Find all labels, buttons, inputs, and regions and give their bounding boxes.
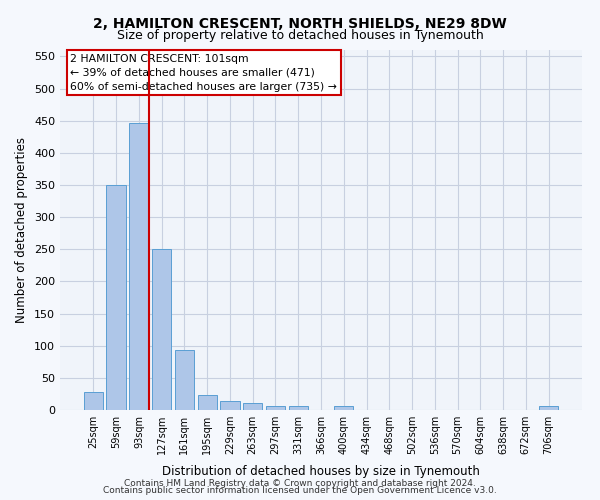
Bar <box>129 122 149 410</box>
Bar <box>289 406 308 410</box>
Bar <box>197 394 217 410</box>
Bar <box>106 185 126 410</box>
Y-axis label: Number of detached properties: Number of detached properties <box>16 137 28 323</box>
Text: Contains HM Land Registry data © Crown copyright and database right 2024.: Contains HM Land Registry data © Crown c… <box>124 478 476 488</box>
Bar <box>334 406 353 410</box>
X-axis label: Distribution of detached houses by size in Tynemouth: Distribution of detached houses by size … <box>162 466 480 478</box>
Bar <box>84 392 103 410</box>
Bar <box>175 350 194 410</box>
Bar <box>539 406 558 410</box>
Bar <box>220 401 239 410</box>
Bar <box>243 403 262 410</box>
Text: 2, HAMILTON CRESCENT, NORTH SHIELDS, NE29 8DW: 2, HAMILTON CRESCENT, NORTH SHIELDS, NE2… <box>93 18 507 32</box>
Text: Contains public sector information licensed under the Open Government Licence v3: Contains public sector information licen… <box>103 486 497 495</box>
Text: Size of property relative to detached houses in Tynemouth: Size of property relative to detached ho… <box>116 29 484 42</box>
Text: 2 HAMILTON CRESCENT: 101sqm
← 39% of detached houses are smaller (471)
60% of se: 2 HAMILTON CRESCENT: 101sqm ← 39% of det… <box>70 54 337 92</box>
Bar <box>266 406 285 410</box>
Bar <box>152 250 172 410</box>
